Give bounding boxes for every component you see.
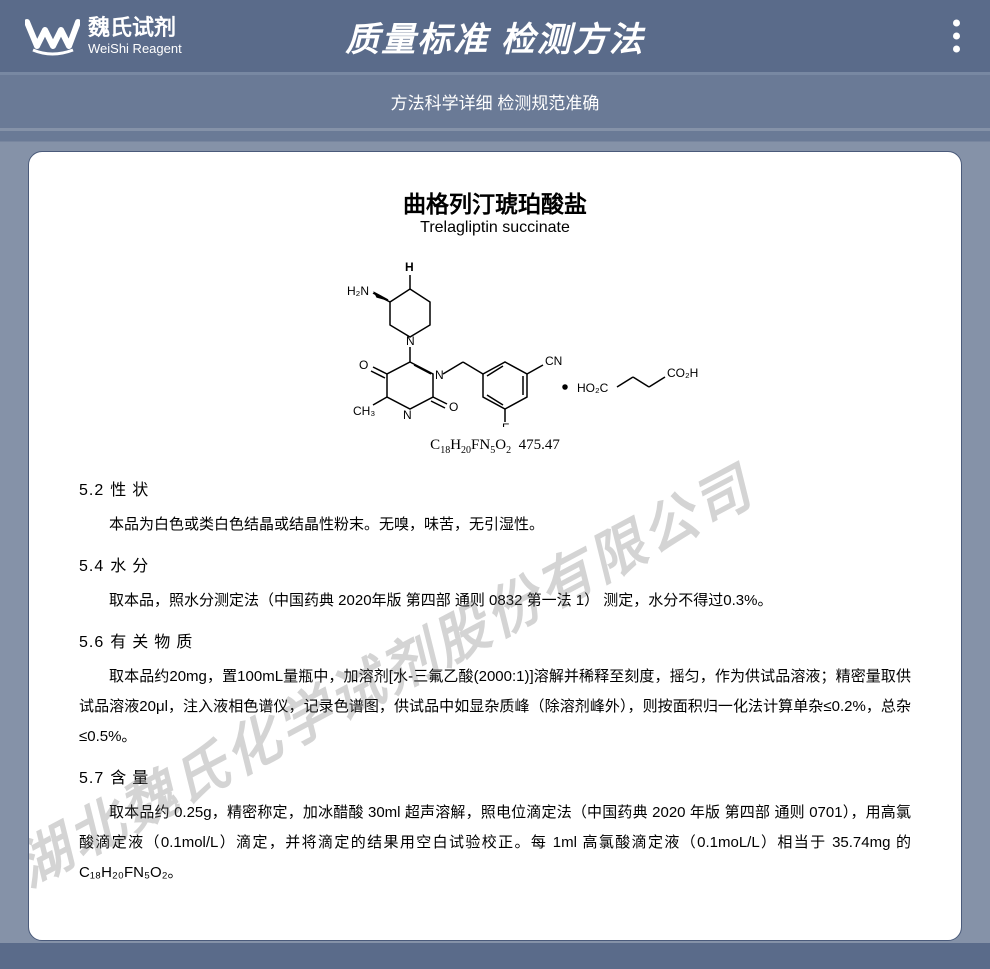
- formula-text: C18H20FN5O2: [430, 437, 511, 453]
- molecular-weight: 475.47: [519, 437, 560, 453]
- content-wrapper: 湖北魏氏化学试剂股份有限公司 曲格列汀琥珀酸盐 Trelagliptin suc…: [0, 131, 990, 969]
- svg-text:O: O: [449, 400, 458, 414]
- svg-text:N: N: [403, 408, 412, 422]
- svg-text:H₂N: H₂N: [347, 284, 369, 298]
- sections-container: 5.2性状本品为白色或类白色结晶或结晶性粉末。无嗅，味苦，无引湿性。 5.4水分取…: [79, 476, 911, 888]
- svg-text:HO₂C: HO₂C: [577, 381, 609, 395]
- header: 魏氏试剂 WeiShi Reagent 质量标准 检测方法: [0, 0, 990, 75]
- menu-dots-icon[interactable]: [953, 20, 960, 53]
- chemical-structure: H H₂N N N N O: [79, 257, 911, 427]
- svg-text:H: H: [405, 260, 414, 274]
- svg-text:CH₃: CH₃: [353, 404, 375, 418]
- document: 湖北魏氏化学试剂股份有限公司 曲格列汀琥珀酸盐 Trelagliptin suc…: [28, 151, 962, 941]
- section-title: 5.6有关物质: [79, 628, 911, 652]
- svg-text:F: F: [502, 421, 509, 427]
- logo-en: WeiShi Reagent: [88, 41, 182, 57]
- doc-title-cn: 曲格列汀琥珀酸盐: [79, 185, 911, 219]
- svg-text:N: N: [406, 334, 415, 348]
- section: 5.7含量取本品约 0.25g，精密称定，加冰醋酸 30ml 超声溶解，照电位滴…: [79, 764, 911, 888]
- svg-text:N: N: [435, 368, 444, 382]
- section-body: 取本品，照水分测定法（中国药典 2020年版 第四部 通则 0832 第一法 1…: [79, 586, 911, 616]
- molecular-formula: C18H20FN5O2 475.47: [79, 437, 911, 456]
- section: 5.2性状本品为白色或类白色结晶或结晶性粉末。无嗅，味苦，无引湿性。: [79, 476, 911, 540]
- logo-area: 魏氏试剂 WeiShi Reagent: [25, 14, 182, 59]
- logo-cn: 魏氏试剂: [88, 15, 182, 41]
- section: 5.6有关物质取本品约20mg，置100mL量瓶中，加溶剂[水-三氟乙酸(200…: [79, 628, 911, 752]
- section-title: 5.4水分: [79, 552, 911, 576]
- svg-text:CN: CN: [545, 354, 562, 368]
- section-title: 5.2性状: [79, 476, 911, 500]
- section-body: 取本品约20mg，置100mL量瓶中，加溶剂[水-三氟乙酸(2000:1)]溶解…: [79, 662, 911, 752]
- section: 5.4水分取本品，照水分测定法（中国药典 2020年版 第四部 通则 0832 …: [79, 552, 911, 616]
- doc-title-en: Trelagliptin succinate: [79, 219, 911, 237]
- svg-text:O: O: [359, 358, 368, 372]
- section-title: 5.7含量: [79, 764, 911, 788]
- svg-text:CO₂H: CO₂H: [667, 366, 698, 380]
- header-title: 质量标准 检测方法: [345, 12, 644, 61]
- section-body: 取本品约 0.25g，精密称定，加冰醋酸 30ml 超声溶解，照电位滴定法（中国…: [79, 798, 911, 888]
- subtitle-bar: 方法科学详细 检测规范准确: [0, 75, 990, 131]
- section-body: 本品为白色或类白色结晶或结晶性粉末。无嗅，味苦，无引湿性。: [79, 510, 911, 540]
- logo-text: 魏氏试剂 WeiShi Reagent: [88, 15, 182, 57]
- logo-icon: [25, 14, 80, 59]
